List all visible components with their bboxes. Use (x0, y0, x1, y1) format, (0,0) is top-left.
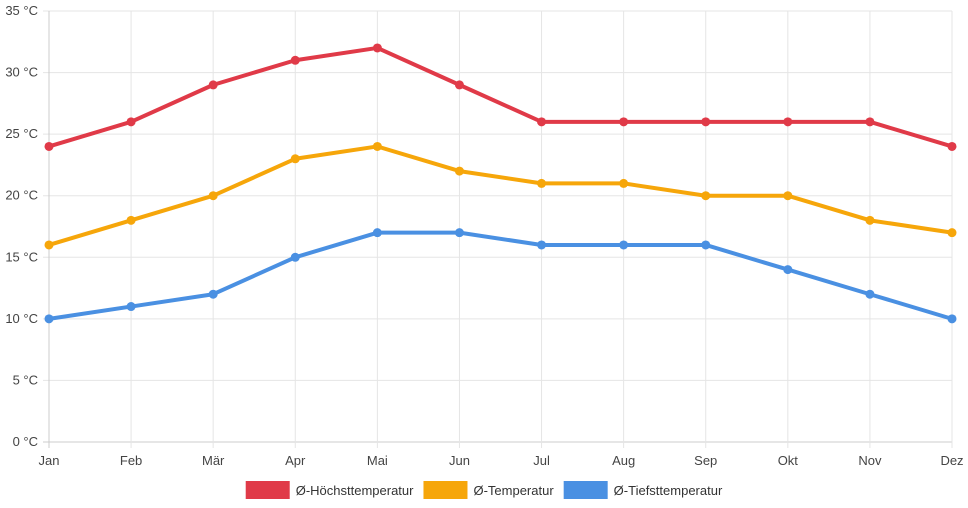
y-tick-label: 0 °C (13, 434, 38, 449)
x-tick-label: Mai (367, 453, 388, 468)
data-point[interactable] (701, 117, 711, 127)
data-point[interactable] (701, 240, 711, 250)
data-point[interactable] (126, 117, 136, 127)
data-point[interactable] (372, 43, 382, 53)
x-tick-label: Sep (694, 453, 717, 468)
data-point[interactable] (947, 228, 957, 238)
data-point[interactable] (208, 289, 218, 299)
data-point[interactable] (783, 191, 793, 201)
y-axis: 0 °C 5 °C 10 °C 15 °C 20 °C 25 °C 30 °C 35 °C (5, 3, 38, 449)
y-tick-label: 15 °C (5, 249, 38, 264)
data-point[interactable] (208, 80, 218, 90)
data-point[interactable] (208, 191, 218, 201)
data-point[interactable] (537, 117, 547, 127)
data-point[interactable] (947, 314, 957, 324)
legend-item[interactable]: Ø-Tiefsttemperatur (563, 481, 723, 499)
y-tick-label: 20 °C (5, 188, 38, 203)
x-tick-label: Okt (778, 453, 799, 468)
x-tick-label: Feb (120, 453, 142, 468)
legend-swatch (245, 481, 290, 499)
series-line-2 (47, 144, 954, 247)
data-point[interactable] (454, 80, 464, 90)
y-tick-label: 5 °C (13, 372, 38, 387)
data-point[interactable] (290, 55, 300, 65)
data-point[interactable] (126, 215, 136, 225)
data-point[interactable] (865, 289, 875, 299)
x-tick-label: Nov (858, 453, 882, 468)
grid-lines (43, 10, 953, 448)
series-line-3 (47, 230, 954, 321)
y-tick-label: 30 °C (5, 65, 38, 80)
y-tick-label: 25 °C (5, 126, 38, 141)
data-point[interactable] (619, 178, 629, 188)
legend: Ø-Höchsttemperatur Ø-Temperatur Ø-Tiefstte… (245, 481, 723, 499)
data-point[interactable] (44, 240, 54, 250)
data-point[interactable] (290, 252, 300, 262)
x-tick-label: Aug (612, 453, 635, 468)
legend-label: Ø-Temperatur (473, 483, 554, 498)
data-point[interactable] (865, 117, 875, 127)
data-point[interactable] (372, 228, 382, 238)
data-point[interactable] (44, 314, 54, 324)
data-point[interactable] (865, 215, 875, 225)
legend-swatch (563, 481, 608, 499)
x-tick-label: Jul (533, 453, 550, 468)
data-point[interactable] (537, 240, 547, 250)
data-point[interactable] (947, 141, 957, 151)
data-point[interactable] (126, 302, 136, 312)
series-line-1 (47, 45, 954, 149)
data-point[interactable] (290, 154, 300, 164)
x-tick-label: Dez (940, 453, 963, 468)
data-point[interactable] (372, 141, 382, 151)
legend-item[interactable]: Ø-Temperatur (423, 481, 554, 499)
legend-item[interactable]: Ø-Höchsttemperatur (245, 481, 414, 499)
series-points (44, 43, 957, 324)
data-point[interactable] (454, 228, 464, 238)
data-point[interactable] (783, 117, 793, 127)
data-point[interactable] (619, 240, 629, 250)
data-point[interactable] (701, 191, 711, 201)
data-point[interactable] (454, 166, 464, 176)
x-tick-label: Mär (202, 453, 225, 468)
x-tick-label: Apr (285, 453, 306, 468)
data-point[interactable] (619, 117, 629, 127)
legend-label: Ø-Tiefsttemperatur (614, 483, 723, 498)
y-tick-label: 35 °C (5, 3, 38, 18)
x-axis: Jan Feb Mär Apr Mai Jun Jul Aug Sep Okt Nov Dez (39, 453, 964, 468)
y-tick-label: 10 °C (5, 311, 38, 326)
x-tick-label: Jun (449, 453, 470, 468)
data-point[interactable] (537, 178, 547, 188)
series-lines (47, 45, 954, 321)
legend-swatch (423, 481, 468, 499)
x-tick-label: Jan (39, 453, 60, 468)
data-point[interactable] (44, 141, 54, 151)
data-point[interactable] (783, 265, 793, 275)
legend-label: Ø-Höchsttemperatur (296, 483, 414, 498)
